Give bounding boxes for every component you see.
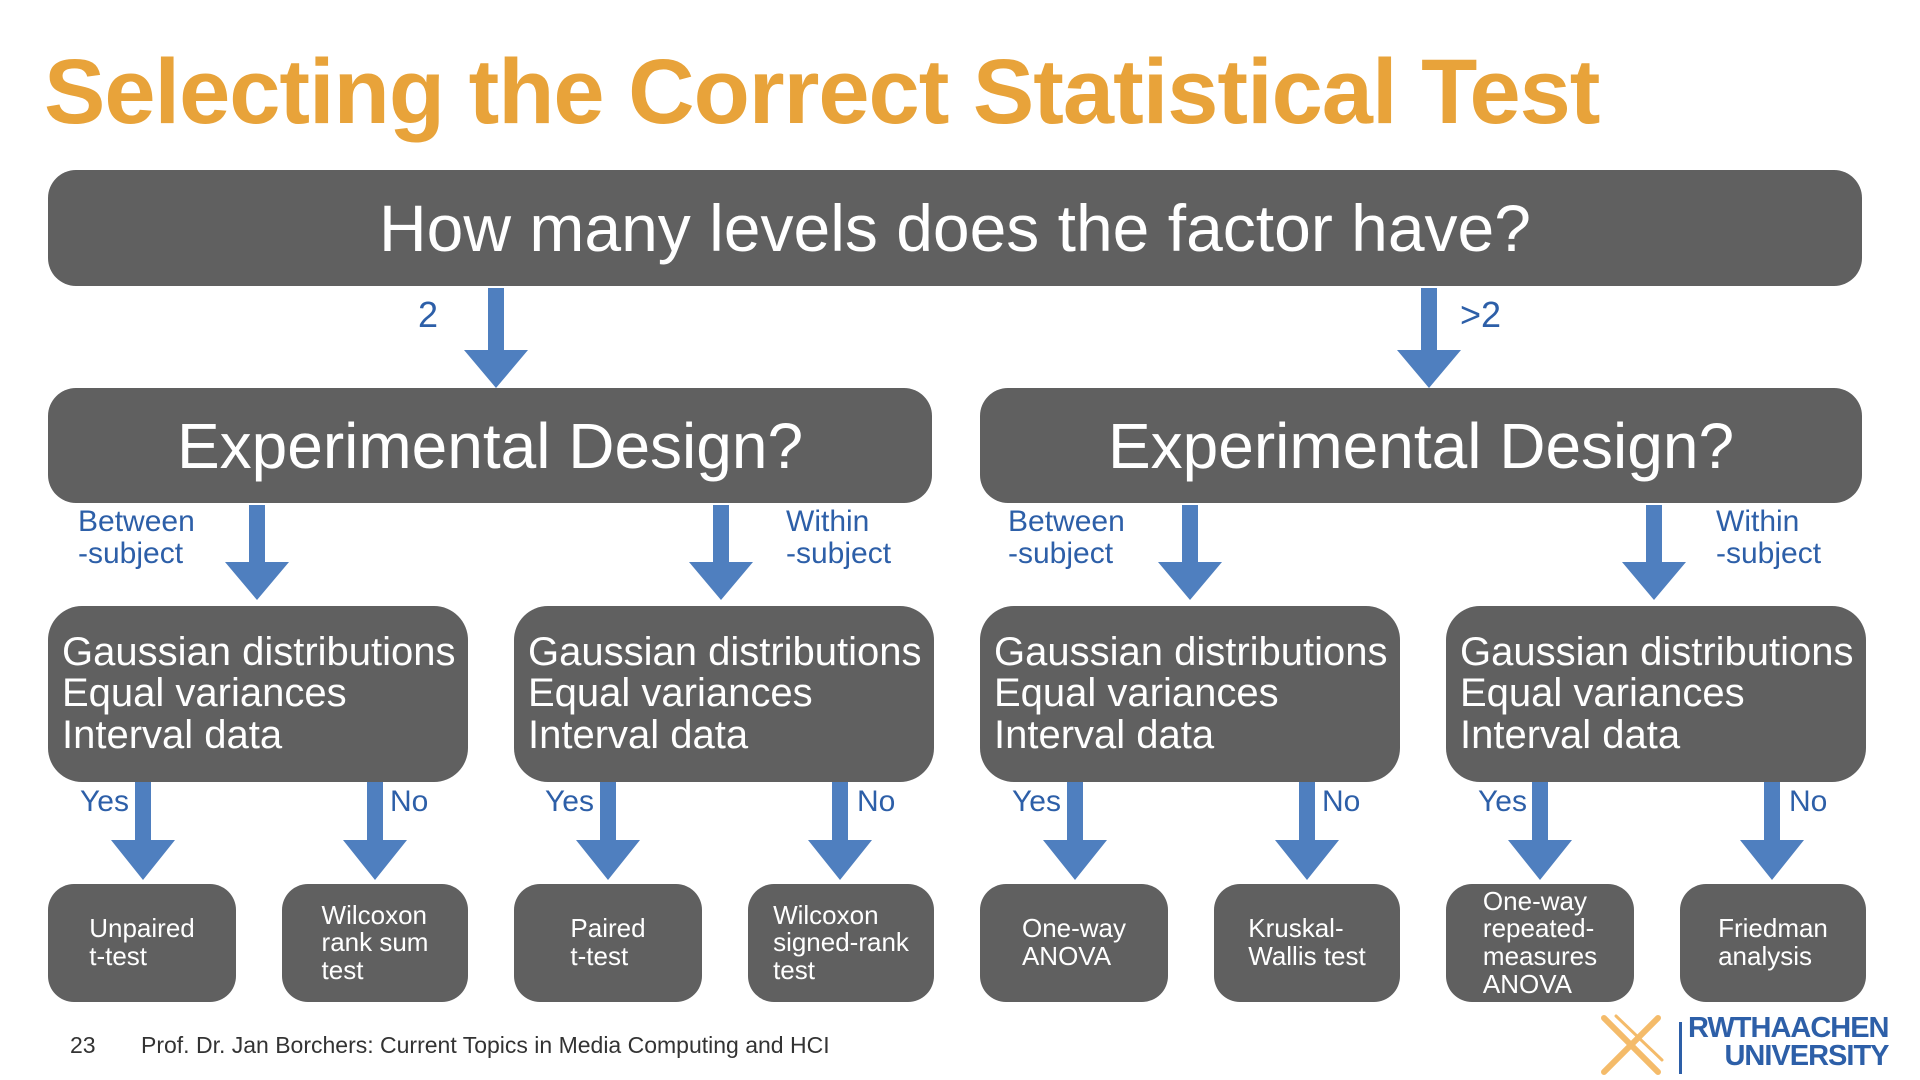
label-no-1: No: [390, 785, 429, 818]
arrow-levels-2: [464, 288, 528, 388]
test-unpaired-t-test: Unpaired t-test: [48, 884, 236, 1002]
label-yes-4: Yes: [1478, 785, 1527, 818]
test-wilcoxon-signed-rank-label: Wilcoxon signed-rank test: [773, 899, 909, 985]
levels-question: How many levels does the factor have?: [379, 191, 1531, 265]
levels-question-box: How many levels does the factor have?: [48, 170, 1862, 286]
arrow-between-right: [1158, 505, 1222, 600]
criteria-box-3: Gaussian distributions Equal variances I…: [980, 606, 1400, 782]
label-two-levels: 2: [418, 294, 439, 335]
criteria-box-4: Gaussian distributions Equal variances I…: [1446, 606, 1866, 782]
arrow-within-right: [1622, 505, 1686, 600]
label-within-subject-right: Within -subject: [1716, 505, 1822, 571]
test-friedman: Friedman analysis: [1680, 884, 1866, 1002]
arrow-no-2: [808, 782, 872, 880]
test-one-way-anova: One-way ANOVA: [980, 884, 1168, 1002]
rwth-logo-icon: [1601, 1014, 1682, 1075]
footer-course: Prof. Dr. Jan Borchers: Current Topics i…: [141, 1032, 830, 1058]
design-question-box-left: Experimental Design?: [48, 388, 932, 503]
test-one-way-anova-label: One-way ANOVA: [1021, 913, 1127, 971]
criteria-gaussian: Gaussian distributions: [62, 630, 456, 675]
rwth-logo-text: RWTHAACHEN UNIVERSITY: [1688, 1012, 1890, 1072]
criteria-equal-variances: Equal variances: [994, 671, 1279, 716]
criteria-interval-data: Interval data: [994, 712, 1215, 757]
logo-line-2: UNIVERSITY: [1724, 1039, 1889, 1072]
arrow-levels-gt2: [1397, 288, 1461, 388]
label-no-3: No: [1322, 785, 1361, 818]
criteria-box-2: Gaussian distributions Equal variances I…: [514, 606, 934, 782]
arrow-within-left: [689, 505, 753, 600]
arrow-no-3: [1275, 782, 1339, 880]
label-between-subject-right: Between -subject: [1008, 505, 1125, 571]
design-question-box-right: Experimental Design?: [980, 388, 1862, 503]
test-kruskal-wallis-label: Kruskal- Wallis test: [1248, 913, 1366, 971]
criteria-equal-variances: Equal variances: [1460, 671, 1745, 716]
label-yes-2: Yes: [545, 785, 594, 818]
criteria-interval-data: Interval data: [62, 712, 283, 757]
criteria-gaussian: Gaussian distributions: [994, 630, 1388, 675]
test-friedman-label: Friedman analysis: [1718, 913, 1828, 971]
test-wilcoxon-rank-sum-label: Wilcoxon rank sum test: [321, 899, 429, 985]
arrow-no-1: [343, 782, 407, 880]
test-wilcoxon-signed-rank: Wilcoxon signed-rank test: [748, 884, 934, 1002]
design-question-left: Experimental Design?: [176, 409, 804, 482]
criteria-equal-variances: Equal variances: [528, 671, 813, 716]
arrow-between-left: [225, 505, 289, 600]
criteria-interval-data: Interval data: [528, 712, 749, 757]
test-wilcoxon-rank-sum: Wilcoxon rank sum test: [282, 884, 468, 1002]
test-paired-t-test-label: Paired t-test: [570, 913, 646, 971]
criteria-gaussian: Gaussian distributions: [1460, 630, 1854, 675]
logo-line-1: RWTHAACHEN: [1688, 1012, 1890, 1044]
criteria-interval-data: Interval data: [1460, 712, 1681, 757]
test-paired-t-test: Paired t-test: [514, 884, 702, 1002]
arrow-yes-3: [1043, 782, 1107, 880]
criteria-gaussian: Gaussian distributions: [528, 630, 922, 675]
design-question-right: Experimental Design?: [1107, 409, 1735, 482]
label-within-subject-left: Within -subject: [786, 505, 892, 571]
label-yes-3: Yes: [1012, 785, 1061, 818]
criteria-equal-variances: Equal variances: [62, 671, 347, 716]
arrow-yes-1: [111, 782, 175, 880]
label-more-than-two-levels: >2: [1460, 294, 1502, 335]
test-repeated-measures-anova: One-way repeated- measures ANOVA: [1446, 884, 1634, 1002]
test-repeated-measures-anova-label: One-way repeated- measures ANOVA: [1482, 885, 1598, 999]
label-yes-1: Yes: [80, 785, 129, 818]
label-no-4: No: [1789, 785, 1828, 818]
slide-title: Selecting the Correct Statistical Test: [44, 41, 1600, 143]
arrow-yes-4: [1508, 782, 1572, 880]
arrow-yes-2: [576, 782, 640, 880]
test-kruskal-wallis: Kruskal- Wallis test: [1214, 884, 1400, 1002]
page-number: 23: [70, 1032, 96, 1058]
label-between-subject-left: Between -subject: [78, 505, 195, 571]
test-unpaired-t-test-label: Unpaired t-test: [89, 913, 195, 971]
label-no-2: No: [857, 785, 896, 818]
criteria-box-1: Gaussian distributions Equal variances I…: [48, 606, 468, 782]
arrow-no-4: [1740, 782, 1804, 880]
